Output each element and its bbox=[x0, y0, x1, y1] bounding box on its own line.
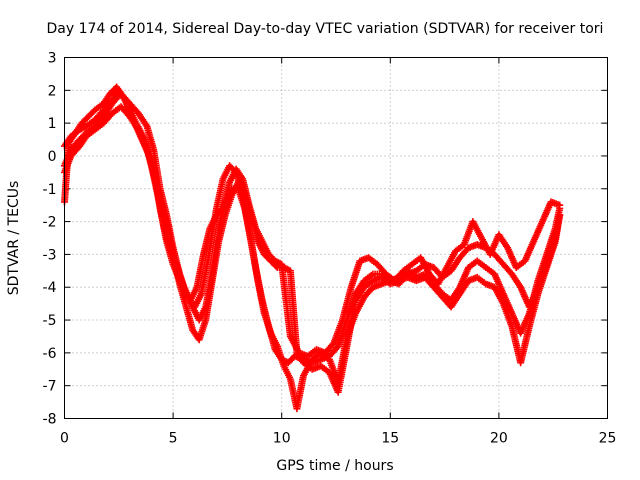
chart-title: Day 174 of 2014, Sidereal Day-to-day VTE… bbox=[47, 21, 604, 37]
data-point bbox=[556, 211, 564, 219]
y-tick-label: -6 bbox=[43, 346, 57, 362]
y-axis-label: SDTVAR / TECUs bbox=[6, 181, 22, 296]
plot-frame bbox=[64, 57, 608, 419]
y-tick-label: -4 bbox=[43, 280, 57, 296]
y-tick-label: -2 bbox=[43, 215, 57, 231]
y-tick-label: -1 bbox=[43, 182, 57, 198]
x-tick-labels: 0 5 10 15 20 25 bbox=[60, 431, 616, 447]
x-tick-label: 0 bbox=[60, 431, 69, 447]
y-tick-label: -3 bbox=[43, 247, 57, 263]
x-tick-label: 5 bbox=[169, 431, 178, 447]
y-tick-label: 0 bbox=[48, 149, 57, 165]
axis-ticks bbox=[64, 57, 608, 419]
y-tick-label: 1 bbox=[48, 116, 57, 132]
y-tick-label: -8 bbox=[43, 412, 57, 428]
y-tick-labels: -8 -7 -6 -5 -4 -3 -2 -1 0 1 2 3 bbox=[43, 51, 57, 428]
y-tick-label: -7 bbox=[43, 379, 57, 395]
x-tick-label: 25 bbox=[599, 431, 617, 447]
y-tick-label: 3 bbox=[48, 51, 57, 67]
x-tick-label: 15 bbox=[381, 431, 399, 447]
y-tick-label: 2 bbox=[48, 83, 57, 99]
series-track-d bbox=[61, 83, 564, 360]
y-tick-label: -5 bbox=[43, 313, 57, 329]
data-points bbox=[61, 83, 564, 413]
x-axis-label: GPS time / hours bbox=[276, 458, 393, 474]
x-tick-label: 20 bbox=[490, 431, 508, 447]
x-tick-label: 10 bbox=[273, 431, 291, 447]
data-point bbox=[556, 201, 564, 209]
grid-lines bbox=[64, 57, 608, 419]
